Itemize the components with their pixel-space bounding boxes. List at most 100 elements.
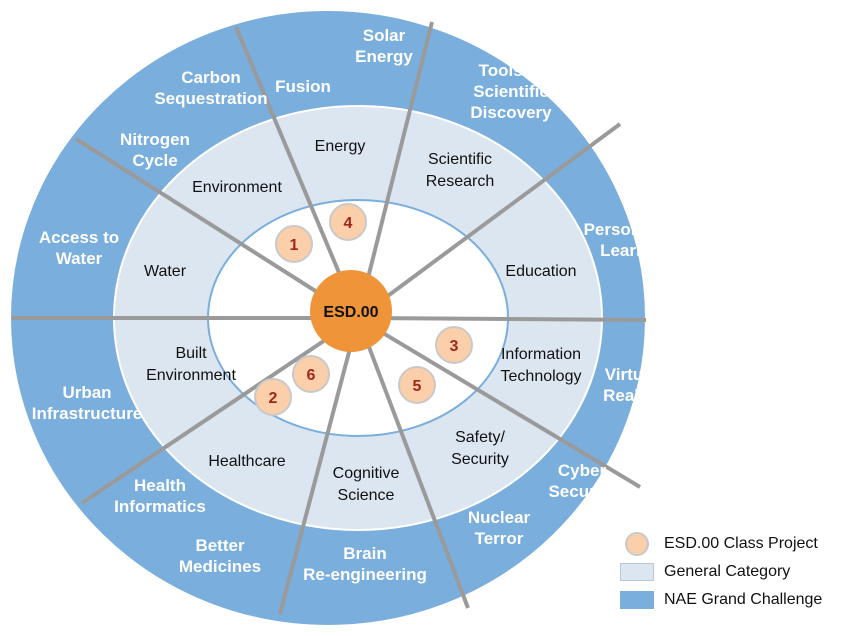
nae-grand-challenge-label-line: Cycle <box>132 151 177 170</box>
general-category-label: Water <box>144 263 187 280</box>
general-category-label-line: Healthcare <box>208 453 285 470</box>
nae-grand-challenge-label: Carbon Sequestration <box>154 68 267 108</box>
legend-item-nae-grand-challenge: NAE Grand Challenge <box>620 586 850 614</box>
nae-grand-challenge-label-line: Brain <box>343 544 386 563</box>
nae-grand-challenge-label: Cyber Security <box>548 461 616 501</box>
general-category-label-line: Built <box>175 345 207 362</box>
nae-grand-challenge-label: Access to Water <box>39 228 119 268</box>
general-category-swatch <box>620 563 654 581</box>
general-category-label-line: Security <box>451 451 509 468</box>
nae-grand-challenge-label-line: Infrastructure <box>32 404 143 423</box>
nae-grand-challenge-labels: Solar Energy Fusion Tools of Scientific Disco… <box>32 26 689 584</box>
class-project-marker <box>275 225 313 263</box>
general-category-label: Environment <box>192 179 282 196</box>
general-category-label-line: Research <box>426 173 494 190</box>
nae-grand-challenge-label-line: Personalized <box>584 220 689 239</box>
nae-grand-challenge-label: Personalized Learning <box>584 220 689 260</box>
class-project-marker <box>398 366 436 404</box>
nae-grand-challenge-label-line: Water <box>56 249 103 268</box>
class-project-marker <box>292 355 330 393</box>
hub: ESD.00 <box>310 270 392 352</box>
nae-grand-challenge-label-line: Solar <box>363 26 406 45</box>
spoke-divider <box>356 317 470 609</box>
general-category-label: Education <box>505 263 576 280</box>
general-category-label-line: Technology <box>501 368 582 385</box>
nae-grand-challenge-label-line: Virtual <box>605 365 658 384</box>
spoke-divider <box>80 316 360 505</box>
hub-label: ESD.00 <box>323 304 378 321</box>
nae-grand-challenge-label-line: Urban <box>62 383 111 402</box>
general-category-label: Cognitive Science <box>333 465 400 504</box>
general-category-label-line: Information <box>501 346 581 363</box>
nae-grand-challenge-label: Health Informatics <box>114 476 206 516</box>
spoke-divider <box>234 26 360 319</box>
class-project-number: 2 <box>269 390 278 407</box>
legend-label: ESD.00 Class Project <box>664 535 818 552</box>
general-category-label: Safety/Security <box>451 429 509 468</box>
nae-grand-challenge-label-line: Nuclear <box>468 508 531 527</box>
nae-grand-challenge-label: Solar Energy <box>355 26 413 66</box>
general-category-label-line: Safety/ <box>455 429 505 446</box>
general-category-label-line: Water <box>144 263 187 280</box>
hub-circle <box>310 270 392 352</box>
general-category-label: Built Environment <box>146 345 236 384</box>
general-category-label-line: Education <box>505 263 576 280</box>
nae-grand-challenge-label-line: Energy <box>355 47 413 66</box>
class-project-number: 6 <box>307 367 316 384</box>
general-category-label: Energy <box>315 138 366 155</box>
spoke-divider <box>278 317 360 615</box>
nae-grand-challenge-label: Nitrogen Cycle <box>120 130 190 170</box>
general-category-label-line: Environment <box>146 367 236 384</box>
nae-grand-challenge-label-line: Tools of <box>479 61 544 80</box>
spoke-divider <box>356 122 622 320</box>
nae-grand-challenge-label: Fusion <box>275 77 331 96</box>
general-category-label: Healthcare <box>208 453 285 470</box>
class-project-marker <box>329 203 367 241</box>
class-project-swatch <box>625 532 649 556</box>
class-project-marker <box>435 326 473 364</box>
nae-grand-challenge-label-line: Informatics <box>114 497 206 516</box>
nae-grand-challenge-label-line: Learning <box>600 241 672 260</box>
class-project-markers: 1 4 3 6 2 5 <box>254 203 473 416</box>
nae-grand-challenge-label-line: Health <box>134 476 186 495</box>
nae-grand-challenge-label-line: Terror <box>475 529 524 548</box>
nae-grand-challenge-label-line: Security <box>548 482 616 501</box>
general-category-label-line: Energy <box>315 138 366 155</box>
class-project-number: 4 <box>344 215 353 232</box>
nae-grand-challenge-label: Tools of Scientific Discovery <box>470 61 552 122</box>
general-category-labels: Energy Scientific Research Environment Water… <box>144 138 582 504</box>
general-category-label: Information Technology <box>501 346 582 385</box>
class-project-number: 1 <box>290 237 299 254</box>
nae-grand-challenge-label: Virtual Reality <box>603 365 659 405</box>
nae-grand-challenge-label: Urban Infrastructure <box>32 383 143 423</box>
legend-item-general-category: General Category <box>620 558 850 586</box>
nae-grand-challenge-label-line: Cyber <box>558 461 607 480</box>
nae-grand-challenge-label-line: Access to <box>39 228 119 247</box>
legend-label: General Category <box>664 563 791 580</box>
legend-label: NAE Grand Challenge <box>664 591 823 608</box>
nae-grand-challenge-label: Brain Re-engineering <box>303 544 427 584</box>
general-category-label: Scientific Research <box>426 151 494 190</box>
general-category-label-line: Cognitive <box>333 465 400 482</box>
nae-grand-challenge-label-line: Nitrogen <box>120 130 190 149</box>
legend: ESD.00 Class Project General Category NA… <box>620 530 850 614</box>
nae-grand-challenge-label-line: Scientific <box>473 82 549 101</box>
spoke-divider <box>74 137 360 320</box>
nae-grand-challenge-label: Nuclear Terror <box>468 508 531 548</box>
spoke-divider <box>356 21 434 319</box>
nae-grand-challenge-swatch <box>620 591 654 609</box>
class-project-marker <box>254 378 292 416</box>
spoke-dividers <box>12 21 647 615</box>
nae-grand-challenge-label-line: Sequestration <box>154 89 267 108</box>
nae-grand-challenge-label-line: Reality <box>603 386 659 405</box>
spoke-divider <box>356 316 642 489</box>
legend-item-class-project: ESD.00 Class Project <box>620 530 850 558</box>
general-category-label-line: Environment <box>192 179 282 196</box>
spoke-divider <box>357 316 647 322</box>
nae-grand-challenge-label-line: Fusion <box>275 77 331 96</box>
nae-grand-challenge-label: Better Medicines <box>179 536 261 576</box>
nae-grand-challenge-label-line: Medicines <box>179 557 261 576</box>
nae-grand-challenge-label-line: Better <box>195 536 245 555</box>
nae-grand-challenge-label-line: Discovery <box>470 103 552 122</box>
